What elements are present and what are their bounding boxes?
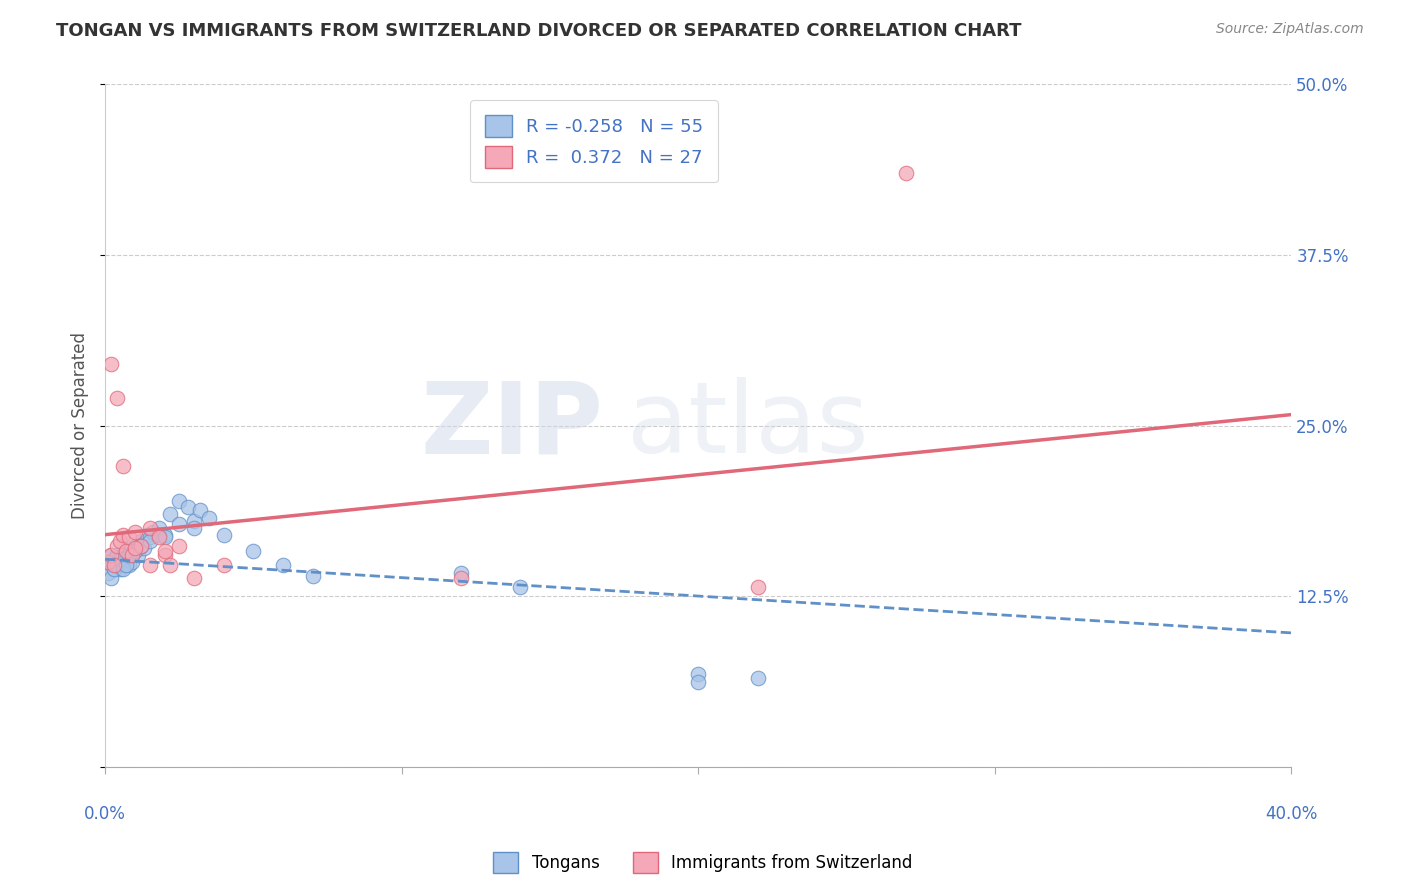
Point <box>129 534 152 549</box>
Point <box>198 511 221 525</box>
Point <box>177 500 200 515</box>
Point <box>108 562 131 576</box>
Legend: R = -0.258   N = 55, R =  0.372   N = 27: R = -0.258 N = 55, R = 0.372 N = 27 <box>470 100 717 182</box>
Point <box>138 530 160 544</box>
Point <box>138 521 160 535</box>
Point <box>132 541 155 556</box>
Point <box>169 493 191 508</box>
Text: TONGAN VS IMMIGRANTS FROM SWITZERLAND DIVORCED OR SEPARATED CORRELATION CHART: TONGAN VS IMMIGRANTS FROM SWITZERLAND DI… <box>56 22 1022 40</box>
Point <box>97 566 120 580</box>
Point <box>103 562 125 576</box>
Point <box>105 548 128 562</box>
Text: atlas: atlas <box>627 377 869 474</box>
Point <box>115 552 138 566</box>
Point <box>111 562 134 576</box>
Point <box>105 558 128 572</box>
Point <box>108 555 131 569</box>
Point <box>242 544 264 558</box>
Point <box>105 558 128 572</box>
Y-axis label: Divorced or Separated: Divorced or Separated <box>72 332 89 519</box>
Point <box>111 527 134 541</box>
Point <box>124 544 146 558</box>
Point <box>153 548 176 562</box>
Point <box>124 524 146 539</box>
Point <box>118 548 141 562</box>
Point <box>108 552 131 566</box>
Point <box>135 527 157 541</box>
Point <box>688 666 710 681</box>
Point <box>169 539 191 553</box>
Point <box>188 503 211 517</box>
Point <box>450 566 472 580</box>
Point <box>97 555 120 569</box>
Point <box>153 544 176 558</box>
Point <box>103 552 125 566</box>
Point <box>153 527 176 541</box>
Text: ZIP: ZIP <box>420 377 603 474</box>
Point <box>688 675 710 690</box>
Point <box>747 671 769 685</box>
Point <box>121 548 143 562</box>
Point <box>129 539 152 553</box>
Point <box>118 558 141 572</box>
Point <box>169 516 191 531</box>
Point <box>301 568 323 582</box>
Text: 40.0%: 40.0% <box>1265 805 1317 823</box>
Point <box>111 459 134 474</box>
Point <box>105 391 128 405</box>
Point <box>100 548 122 562</box>
Point <box>138 534 160 549</box>
Point <box>100 357 122 371</box>
Point <box>97 555 120 569</box>
Point <box>450 571 472 585</box>
Point <box>159 558 181 572</box>
Point <box>103 558 125 572</box>
Point <box>108 534 131 549</box>
Point <box>118 548 141 562</box>
Point <box>124 539 146 553</box>
Point <box>183 571 205 585</box>
Point <box>124 541 146 556</box>
Point <box>212 527 235 541</box>
Text: Source: ZipAtlas.com: Source: ZipAtlas.com <box>1216 22 1364 37</box>
Point <box>115 544 138 558</box>
Point <box>148 527 170 541</box>
Point <box>148 521 170 535</box>
Point <box>100 571 122 585</box>
Legend: Tongans, Immigrants from Switzerland: Tongans, Immigrants from Switzerland <box>486 846 920 880</box>
Point <box>129 539 152 553</box>
Point <box>894 166 917 180</box>
Point <box>509 580 531 594</box>
Point <box>115 544 138 558</box>
Point <box>153 530 176 544</box>
Text: 0.0%: 0.0% <box>84 805 127 823</box>
Point <box>121 555 143 569</box>
Point <box>159 507 181 521</box>
Point <box>183 521 205 535</box>
Point <box>148 530 170 544</box>
Point <box>111 548 134 562</box>
Point <box>115 558 138 572</box>
Point <box>111 558 134 572</box>
Point <box>142 524 165 539</box>
Point <box>100 548 122 562</box>
Point <box>100 558 122 572</box>
Point <box>103 562 125 576</box>
Point <box>747 580 769 594</box>
Point <box>138 558 160 572</box>
Point <box>183 514 205 528</box>
Point <box>212 558 235 572</box>
Point <box>105 539 128 553</box>
Point <box>127 548 149 562</box>
Point <box>118 530 141 544</box>
Point <box>271 558 294 572</box>
